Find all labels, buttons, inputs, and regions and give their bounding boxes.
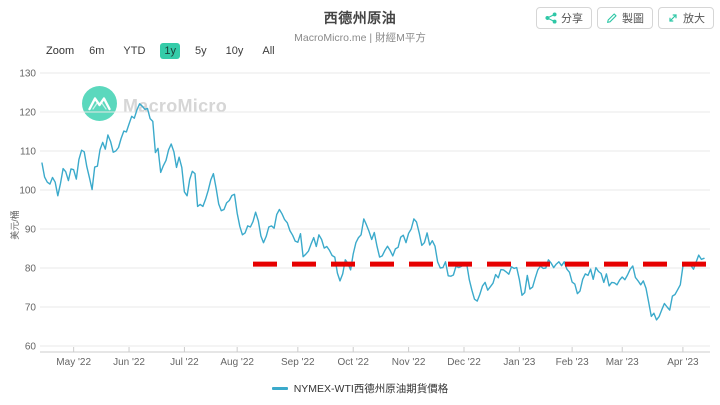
pencil-icon bbox=[606, 12, 618, 24]
x-axis-label: Jan '23 bbox=[503, 357, 535, 368]
share-button[interactable]: 分享 bbox=[536, 7, 592, 29]
x-axis-label: May '22 bbox=[56, 357, 91, 368]
x-axis-label: Apr '23 bbox=[667, 357, 699, 368]
make-chart-button[interactable]: 製圖 bbox=[597, 7, 653, 29]
page-title: 西德州原油 bbox=[323, 10, 397, 26]
x-axis-label: Nov '22 bbox=[392, 357, 426, 368]
legend-marker bbox=[271, 387, 288, 390]
legend-label: NYMEX-WTI西德州原油期貨價格 bbox=[293, 383, 449, 395]
enlarge-button-label: 放大 bbox=[683, 13, 705, 25]
share-icon bbox=[545, 12, 557, 24]
x-axis-label: Sep '22 bbox=[281, 357, 315, 368]
y-axis-label: 90 bbox=[25, 225, 37, 236]
x-axis-label: Oct '22 bbox=[338, 357, 370, 368]
range-selector: Zoom 6m YTD 1y 5y 10y All bbox=[46, 43, 279, 59]
range-all[interactable]: All bbox=[262, 45, 275, 57]
x-axis-label: Aug '22 bbox=[220, 357, 254, 368]
y-axis-label: 80 bbox=[25, 264, 37, 275]
range-1y[interactable]: 1y bbox=[160, 43, 181, 59]
expand-icon bbox=[667, 12, 679, 24]
y-axis-label: 60 bbox=[25, 342, 37, 353]
y-axis-label: 100 bbox=[19, 186, 36, 197]
x-axis-label: Mar '23 bbox=[606, 357, 639, 368]
header-buttons: 分享 製圖 放大 bbox=[536, 7, 714, 29]
range-6m[interactable]: 6m bbox=[89, 45, 105, 57]
chart-subtitle: MacroMicro.me | 財經M平方 bbox=[294, 32, 426, 44]
y-axis-label: 130 bbox=[19, 69, 36, 80]
y-axis-title: 美元/桶 bbox=[10, 210, 20, 240]
watermark-brand: MacroMicro bbox=[123, 95, 228, 116]
x-axis-label: Feb '23 bbox=[556, 357, 589, 368]
enlarge-button[interactable]: 放大 bbox=[658, 7, 714, 29]
y-axis-label: 120 bbox=[19, 108, 36, 119]
make-chart-button-label: 製圖 bbox=[622, 13, 644, 25]
y-axis-label: 70 bbox=[25, 303, 37, 314]
range-ytd[interactable]: YTD bbox=[123, 45, 146, 57]
range-5y[interactable]: 5y bbox=[195, 45, 207, 57]
legend-item[interactable]: NYMEX-WTI西德州原油期貨價格 bbox=[271, 381, 449, 396]
x-axis-label: Jun '22 bbox=[113, 357, 145, 368]
legend: NYMEX-WTI西德州原油期貨價格 bbox=[0, 381, 720, 396]
y-axis-label: 110 bbox=[20, 147, 36, 158]
share-button-label: 分享 bbox=[561, 13, 583, 25]
price-line[interactable] bbox=[41, 103, 705, 321]
x-axis-label: Dec '22 bbox=[447, 357, 481, 368]
range-10y[interactable]: 10y bbox=[225, 45, 244, 57]
x-axis-label: Jul '22 bbox=[170, 357, 199, 368]
zoom-label: Zoom bbox=[46, 45, 75, 57]
